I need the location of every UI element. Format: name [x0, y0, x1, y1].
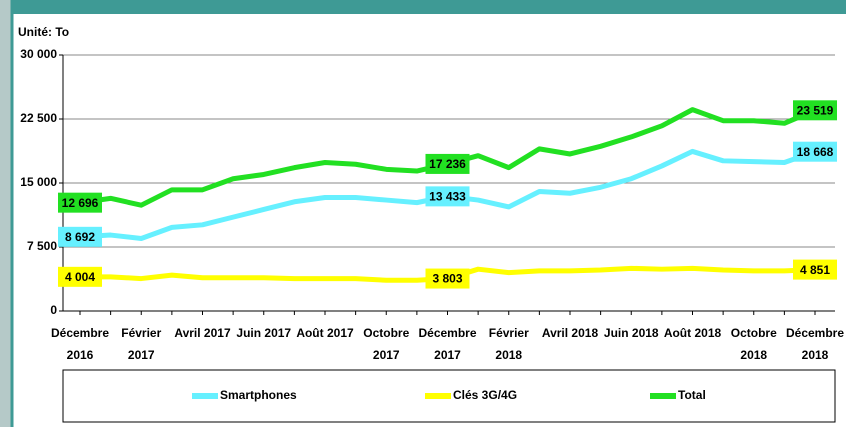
data-label: 23 519: [797, 103, 834, 117]
x-tick-label: Juin 2017: [236, 326, 292, 340]
data-label: 12 696: [62, 196, 99, 210]
x-tick-label: Octobre 2018: [730, 326, 777, 362]
data-label: 18 668: [797, 145, 834, 159]
data-label-box: [793, 141, 837, 162]
legend-label: Clés 3G/4G: [453, 388, 517, 402]
x-tick-label: Février 2017: [121, 326, 162, 362]
y-tick-label: 7 500: [27, 239, 57, 253]
x-tick-label: Octobre 2017: [363, 326, 410, 362]
data-label-box: [58, 266, 102, 287]
x-tick-label: Août 2017: [296, 326, 354, 340]
x-tick-label: Août 2018: [663, 326, 722, 340]
left-frame: [0, 0, 12, 427]
legend-box: [62, 369, 836, 423]
y-tick-label: 15 000: [20, 175, 57, 189]
data-label-box: [793, 259, 837, 280]
legend-label: Total: [678, 388, 706, 402]
data-label: 17 236: [429, 157, 466, 171]
data-label: 4 851: [800, 263, 830, 277]
x-tick-label: Décembre 2018: [785, 326, 845, 362]
unit-label: Unité: To: [18, 25, 69, 39]
x-tick-label: Décembre 2017: [418, 326, 477, 362]
data-label-box: [58, 226, 102, 247]
y-tick-label: 30 000: [20, 47, 57, 61]
x-tick-label: Décembre 2016: [50, 326, 110, 362]
x-tick-label: Avril 2018: [541, 326, 599, 340]
data-label-box: [425, 268, 470, 289]
legend-label: Smartphones: [220, 388, 297, 402]
x-tick-label: Avril 2017: [174, 326, 231, 340]
x-tick-label: Février 2018: [488, 326, 529, 362]
data-label-box: [425, 153, 470, 174]
data-label: 3 803: [432, 272, 462, 286]
data-label-box: [793, 100, 837, 121]
data-label-box: [58, 192, 102, 213]
data-label-box: [425, 186, 470, 207]
data-label: 13 433: [429, 190, 466, 204]
data-label: 8 692: [65, 230, 95, 244]
y-tick-label: 22 500: [20, 111, 57, 125]
top-frame: [0, 0, 846, 14]
x-tick-label: Juin 2018: [603, 326, 659, 340]
y-tick-label: 0: [50, 303, 57, 317]
data-label: 4 004: [65, 270, 95, 284]
